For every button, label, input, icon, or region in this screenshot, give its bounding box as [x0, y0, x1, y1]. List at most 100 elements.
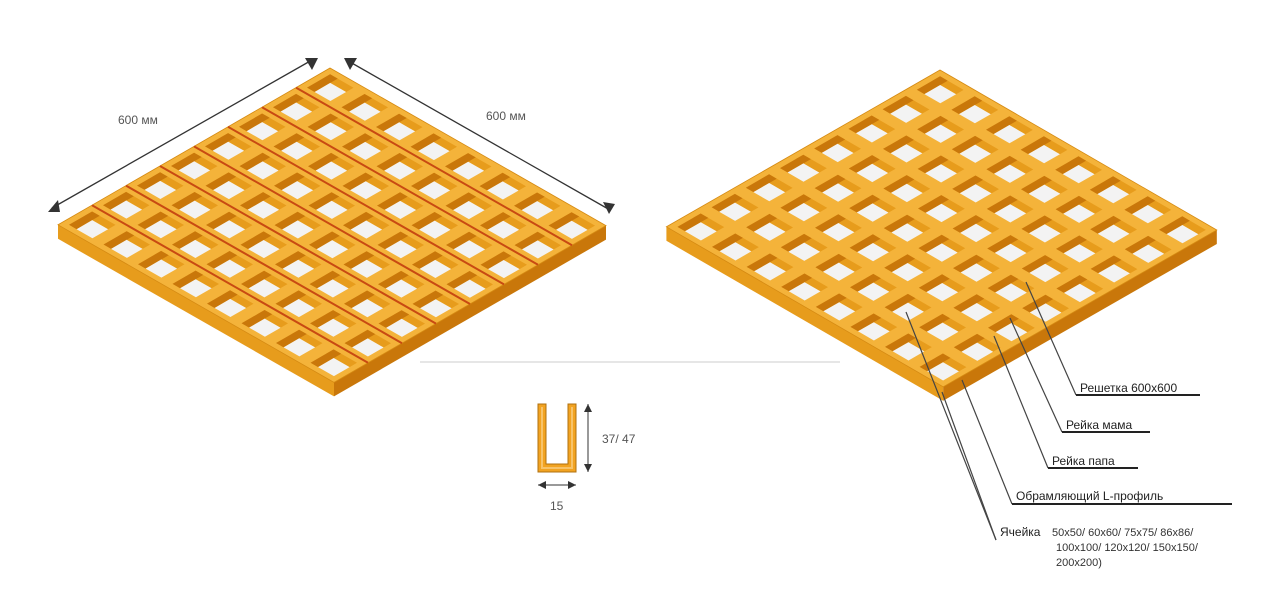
cell-inner-wall — [239, 152, 271, 171]
cell-inner-wall — [884, 254, 916, 273]
grid-cell-hole — [418, 142, 450, 161]
profile-height-label: 37/ 47 — [602, 432, 636, 446]
cell-inner-wall — [103, 231, 135, 249]
grid-cell-hole — [1028, 184, 1061, 203]
cell-inner-wall — [918, 274, 950, 293]
grid-cell-hole — [420, 299, 452, 318]
rail-joint-line — [159, 165, 437, 325]
cell-inner-wall — [780, 194, 812, 213]
grid-cell-hole — [384, 161, 416, 180]
grid-cell-hole — [994, 164, 1026, 183]
rail-joint-line — [125, 184, 403, 345]
dim-arrow-right-top — [344, 58, 357, 70]
cell-inner-wall — [342, 172, 374, 191]
cell-inner-wall — [446, 271, 478, 289]
cell-inner-wall — [815, 253, 847, 272]
front-right-face — [943, 230, 1217, 401]
cell-inner-wall — [815, 293, 847, 312]
cell-inner-wall — [918, 234, 950, 253]
grid-cell-hole — [247, 200, 280, 219]
cell-inner-wall — [206, 211, 237, 230]
cell-inner-wall — [883, 214, 915, 233]
cell-inner-wall — [780, 154, 811, 173]
cell-inner-wall — [103, 191, 134, 210]
cell-inner-wall — [309, 270, 341, 289]
cell-inner-wall — [952, 215, 984, 233]
grid-cell-hole — [76, 220, 109, 239]
grid-cell-hole — [145, 220, 177, 239]
grid-cell-hole — [315, 161, 348, 180]
grid-cell-hole — [418, 181, 451, 200]
cell-inner-wall — [171, 192, 203, 210]
cell-inner-wall — [240, 231, 272, 250]
cell-inner-wall — [412, 290, 444, 309]
label-cell: Ячейка — [1000, 525, 1041, 539]
grid-cell-hole — [857, 282, 890, 301]
cell-inner-wall — [376, 153, 408, 171]
grid-cell-hole — [317, 279, 349, 298]
grid-cell-hole — [179, 239, 212, 258]
grid-cell-hole — [283, 299, 315, 318]
grid-cell-hole — [787, 163, 820, 182]
cell-inner-wall — [308, 192, 340, 210]
grid-cell-hole — [351, 299, 384, 318]
dim-label-right: 600 мм — [486, 109, 526, 123]
grid-cell-hole — [214, 298, 247, 317]
grid-cell-hole — [1029, 224, 1061, 243]
grid-cell-hole — [960, 223, 992, 243]
profile-width-arrow-left — [538, 481, 546, 489]
grid-cell-hole — [995, 323, 1028, 342]
grid-cell-hole — [1132, 205, 1164, 224]
grid-cell-hole — [180, 279, 212, 298]
profile-height-arrow-bottom — [584, 464, 592, 472]
grid-cell-hole — [1063, 244, 1096, 263]
grid-cell-hole — [925, 164, 957, 183]
cell-inner-wall — [411, 172, 442, 191]
cell-inner-wall — [273, 93, 304, 112]
cell-inner-wall — [377, 192, 408, 210]
rail-joint-line — [227, 125, 505, 286]
profile-cross-section: 37/ 47 15 — [537, 403, 636, 513]
grid-cell-hole — [1166, 225, 1199, 244]
cell-inner-wall — [884, 293, 916, 312]
grid-cell-hole — [214, 259, 246, 278]
cell-inner-wall — [273, 133, 305, 151]
grid-cell-hole — [383, 122, 416, 141]
dim-line-left — [51, 59, 313, 209]
grid-cell-hole — [856, 163, 889, 183]
cell-inner-wall — [137, 172, 168, 190]
cell-inner-wall — [917, 115, 949, 134]
grid-cell-hole — [521, 201, 554, 220]
cell-inner-wall — [1021, 215, 1053, 234]
cell-inner-wall — [308, 152, 339, 171]
cell-inner-wall — [677, 213, 709, 232]
grid-cell-hole — [213, 181, 245, 200]
cell-inner-wall — [850, 273, 881, 292]
grid-cell-hole — [753, 183, 786, 202]
cell-inner-wall — [917, 155, 949, 174]
grid-cell-hole — [282, 220, 314, 239]
cell-inner-wall — [848, 115, 880, 134]
cell-inner-wall — [814, 135, 846, 153]
grid-cell-hole — [213, 220, 246, 239]
cell-inner-wall — [745, 174, 777, 193]
cell-inner-wall — [309, 231, 340, 250]
grid-cell-hole — [351, 259, 383, 278]
cell-inner-wall — [274, 172, 305, 191]
grid-cell-hole — [961, 342, 994, 361]
grid-cell-hole — [144, 180, 177, 199]
cell-inner-wall — [138, 250, 169, 269]
grid-cell-hole — [452, 161, 485, 180]
grid-cell-hole — [823, 262, 855, 281]
cell-inner-wall — [276, 329, 307, 348]
grid-cell-hole — [179, 200, 211, 219]
right-grid-panel — [665, 69, 1218, 401]
cell-inner-wall — [1056, 235, 1087, 254]
grid-top-surface — [665, 69, 1218, 388]
dim-arrow-left-bottom — [48, 200, 60, 212]
cell-inner-wall — [986, 155, 1018, 174]
grid-cell-hole — [248, 240, 280, 259]
grid-cell-hole — [178, 161, 211, 180]
grid-cell-hole — [283, 338, 316, 357]
grid-cell-hole — [248, 279, 281, 298]
